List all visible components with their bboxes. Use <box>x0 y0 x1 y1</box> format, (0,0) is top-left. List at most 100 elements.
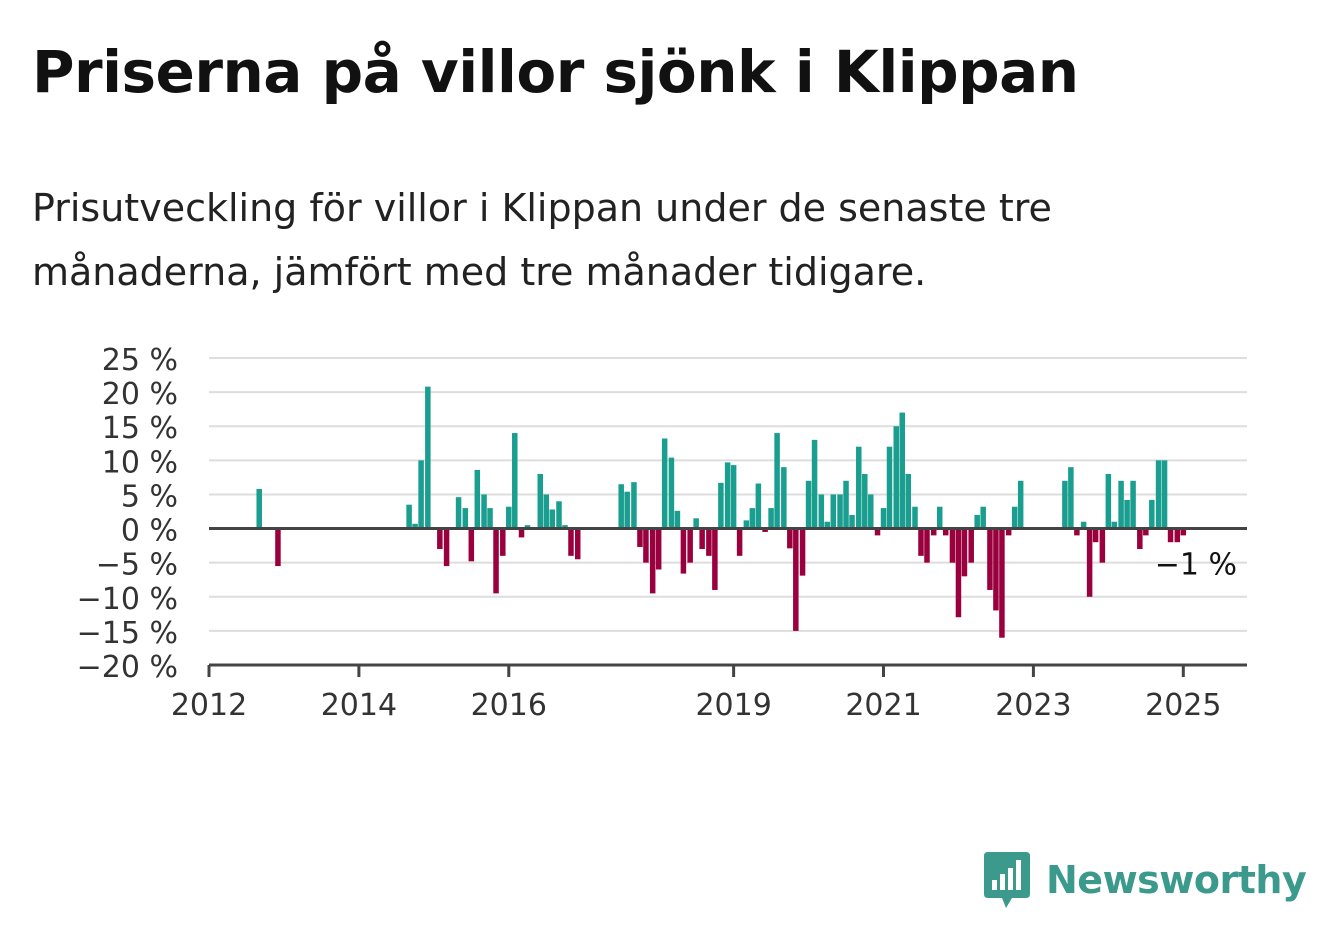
chart-title: Priserna på villor sjönk i Klippan <box>32 38 1079 106</box>
bar <box>849 514 855 529</box>
bar <box>649 528 656 594</box>
bar <box>1180 528 1187 536</box>
x-tick-label: 2014 <box>321 688 397 723</box>
bar <box>805 480 812 529</box>
bar <box>1143 528 1149 536</box>
bar <box>799 528 806 576</box>
bar <box>412 523 418 529</box>
newsworthy-logo: Newsworthy <box>982 850 1307 910</box>
bar-chart-logo-icon <box>984 852 1030 908</box>
bar <box>961 528 968 577</box>
y-tick-label: −20 % <box>77 650 178 685</box>
logo-text: Newsworthy <box>1046 858 1307 902</box>
bar <box>905 473 911 529</box>
bar <box>1011 506 1018 529</box>
bar <box>487 508 493 529</box>
bar <box>868 494 874 529</box>
bar <box>1017 480 1024 529</box>
bar <box>493 528 499 594</box>
y-tick-label: −10 % <box>77 582 178 617</box>
bar <box>1155 460 1162 529</box>
y-tick-label: −15 % <box>77 616 178 651</box>
bar <box>455 497 462 529</box>
bar <box>543 494 550 529</box>
bar <box>1062 480 1068 529</box>
last-value-label: −1 % <box>1155 548 1237 583</box>
bar <box>680 528 687 574</box>
bar <box>556 501 562 529</box>
bar <box>537 473 544 529</box>
bars <box>256 386 1187 638</box>
x-tick-label: 2012 <box>171 688 247 723</box>
bar <box>1005 528 1012 536</box>
bar <box>655 528 662 570</box>
bar <box>1111 521 1118 529</box>
bar <box>893 426 900 529</box>
bar <box>955 528 962 618</box>
bar <box>1161 460 1168 529</box>
bar <box>886 446 893 529</box>
bar <box>500 528 506 556</box>
bar <box>1068 467 1074 529</box>
bar <box>712 528 718 590</box>
bar-chart: 25 %20 %15 %10 %5 %0 %−5 %−10 %−15 %−20 … <box>77 343 1247 723</box>
bar <box>793 528 799 631</box>
bar <box>637 528 643 547</box>
bar <box>755 483 762 529</box>
bar <box>818 494 825 529</box>
bar <box>811 439 818 529</box>
bar <box>699 528 705 550</box>
bar <box>643 528 649 563</box>
bar <box>462 508 469 529</box>
bar <box>1118 480 1124 529</box>
bar <box>830 494 837 529</box>
bar <box>425 386 431 529</box>
bar <box>880 508 887 529</box>
bar <box>674 510 681 529</box>
bar <box>661 438 668 529</box>
axes <box>207 527 1247 677</box>
bar <box>706 528 712 556</box>
bar <box>774 433 780 529</box>
y-tick-label: 5 % <box>121 479 178 514</box>
bar <box>506 506 512 529</box>
bar <box>762 528 768 532</box>
x-tick-label: 2021 <box>845 688 921 723</box>
bar <box>968 528 974 563</box>
bar <box>743 520 750 529</box>
bar <box>693 518 699 529</box>
bar <box>468 528 475 562</box>
bar <box>275 528 281 567</box>
bar <box>736 528 743 556</box>
bar <box>1167 528 1174 543</box>
tick-labels: 25 %20 %15 %10 %5 %0 %−5 %−10 %−15 %−20 … <box>77 343 1237 723</box>
bar <box>437 528 443 550</box>
y-tick-label: 25 % <box>102 343 178 378</box>
x-tick-label: 2019 <box>695 688 771 723</box>
bar <box>1086 528 1093 597</box>
bar <box>568 528 574 556</box>
bar <box>856 446 862 529</box>
y-tick-label: 0 % <box>121 514 178 549</box>
bar <box>562 525 568 529</box>
bar <box>993 528 999 611</box>
bar <box>687 528 693 563</box>
bar <box>768 508 774 529</box>
bar <box>974 514 980 529</box>
y-tick-label: −5 % <box>96 548 178 583</box>
bar <box>936 506 943 529</box>
bar <box>930 528 937 536</box>
bar <box>949 528 956 563</box>
bar <box>942 528 949 536</box>
bar <box>1137 528 1143 550</box>
bar <box>1174 528 1181 543</box>
bar <box>481 494 487 529</box>
bar <box>443 528 450 567</box>
bar <box>418 460 424 529</box>
bar <box>781 467 787 529</box>
x-tick-label: 2023 <box>995 688 1071 723</box>
bar <box>1130 480 1136 529</box>
bar <box>843 480 849 529</box>
bar <box>406 504 412 529</box>
bar <box>256 488 262 529</box>
